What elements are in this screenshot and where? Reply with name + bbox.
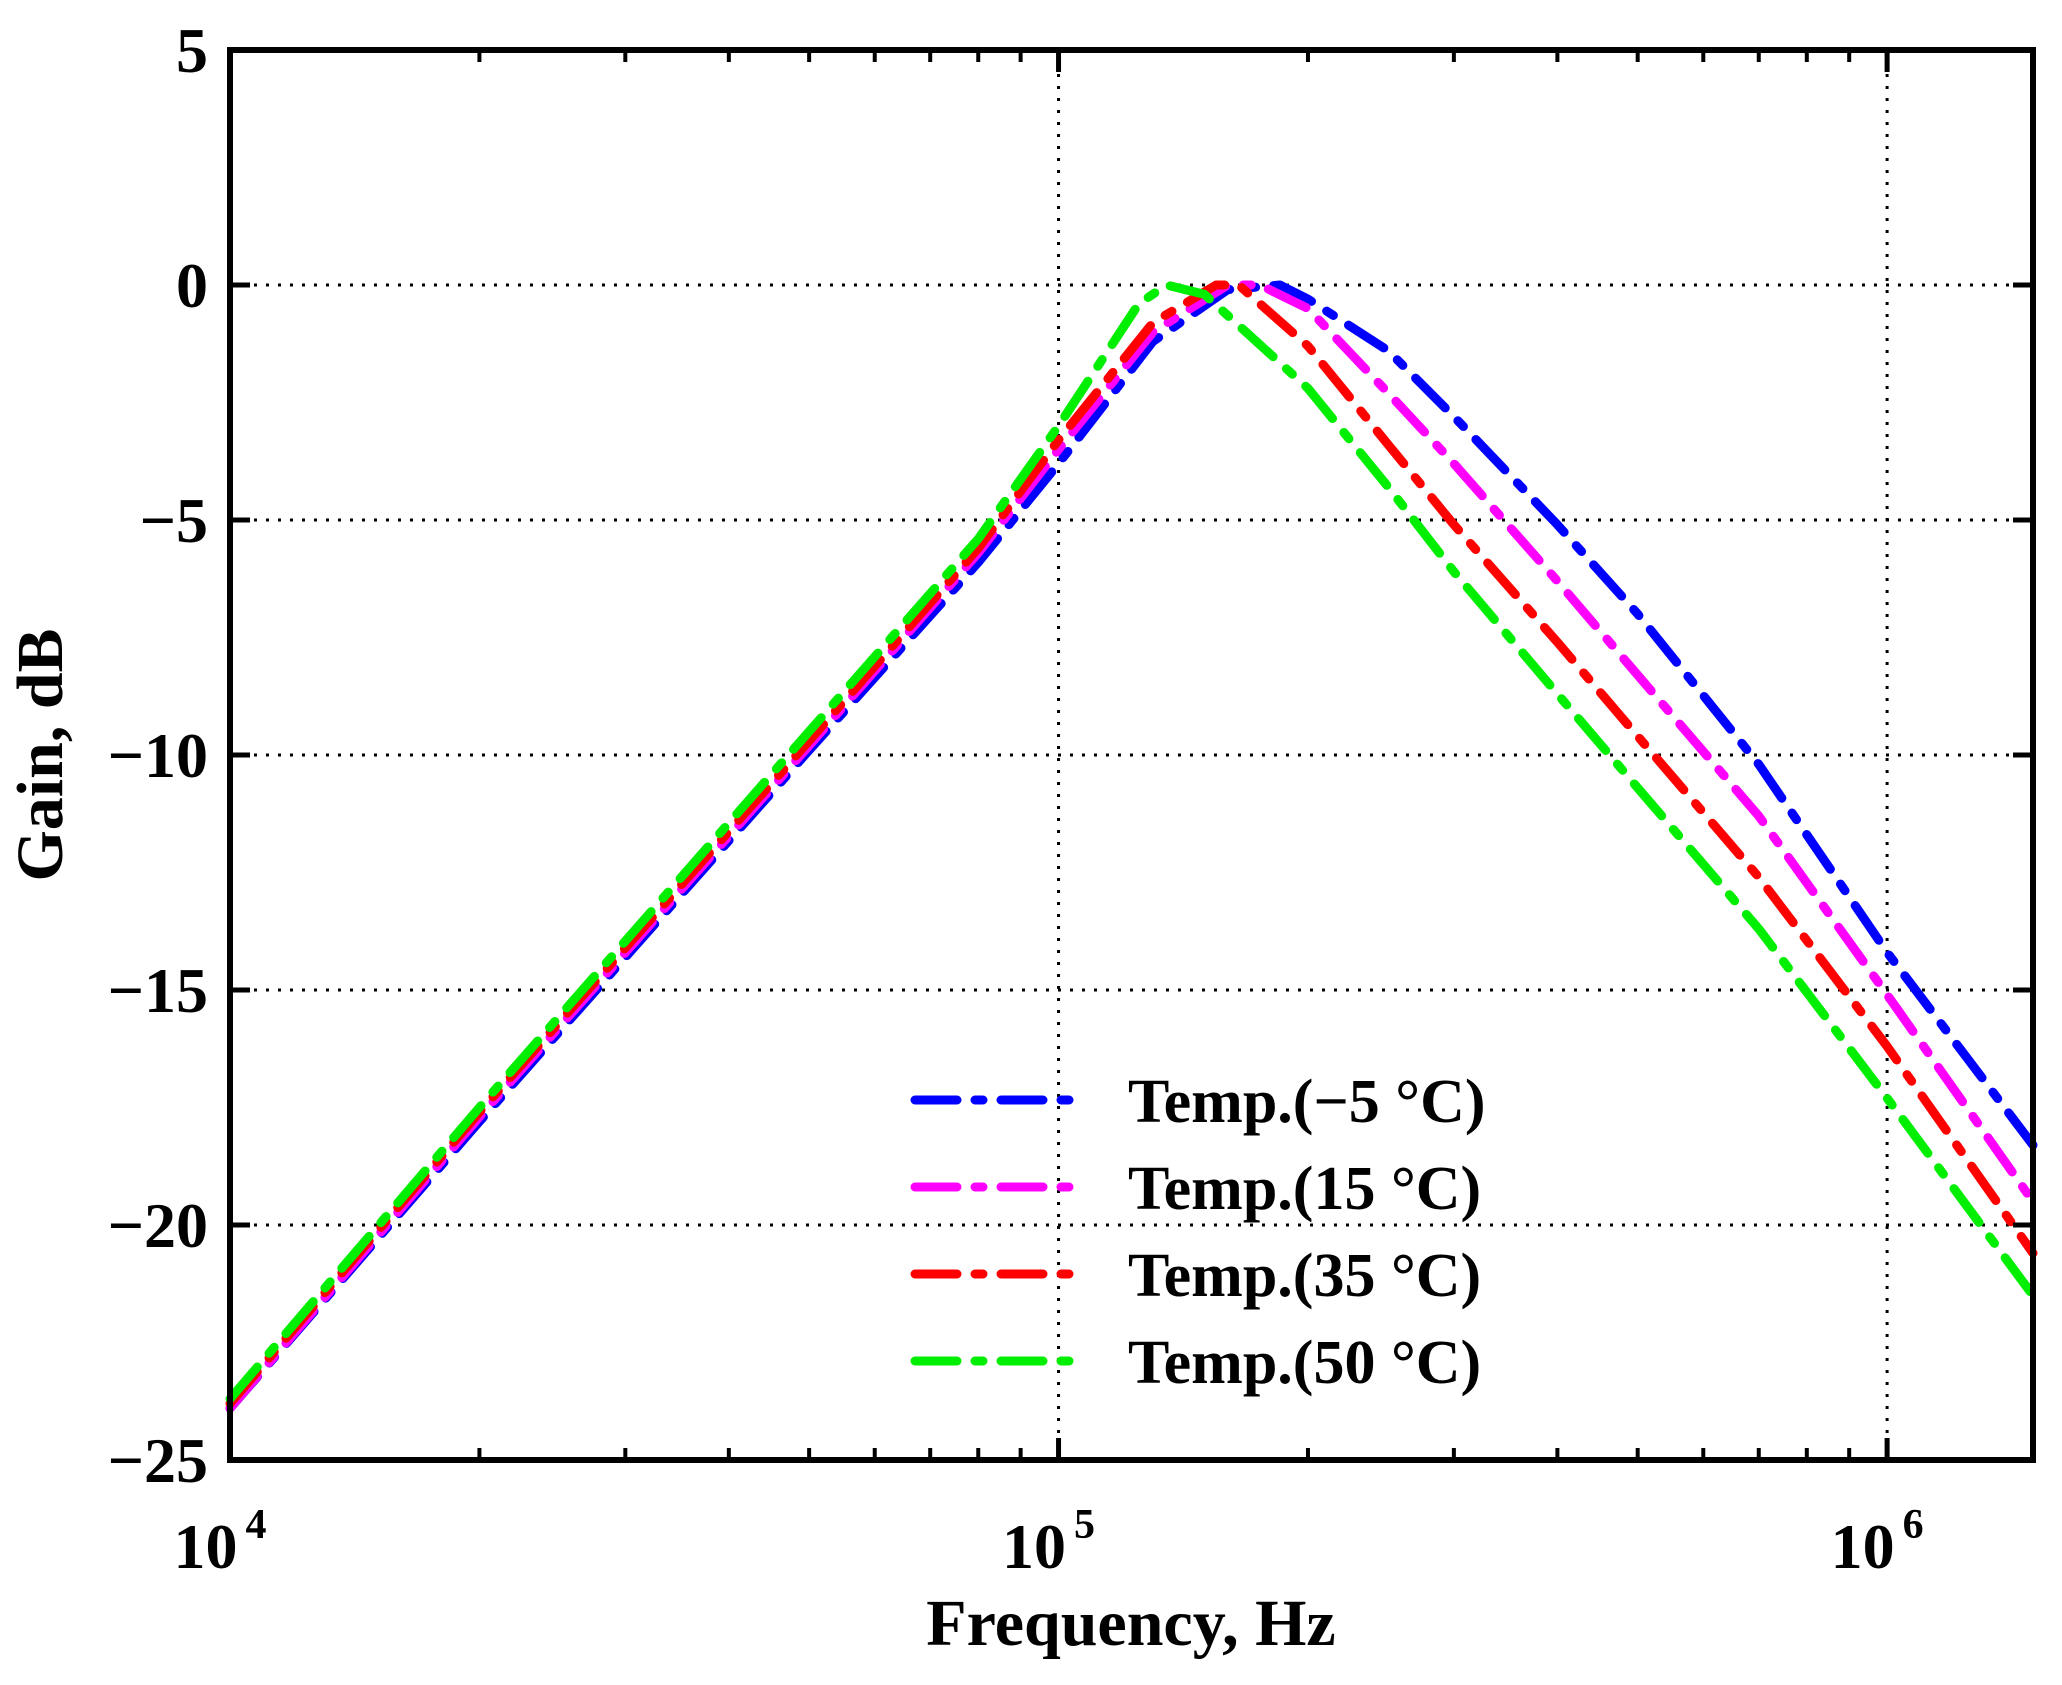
- legend: Temp.(−5 °C) Temp.(15 °C) Temp.(35 °C) Temp…: [910, 1068, 1486, 1397]
- x-tick-label: 10 5: [1002, 1502, 1095, 1582]
- y-axis-label: Gain, dB: [4, 628, 77, 881]
- x-tick-label: 10 6: [1831, 1502, 1924, 1582]
- y-tick-label: −15: [108, 955, 208, 1026]
- legend-label-3: Temp.(35 °C): [1128, 1242, 1481, 1310]
- grid-lines: [230, 50, 2033, 1460]
- series-lines: [225, 280, 2038, 1413]
- legend-label-4: Temp.(50 °C): [1128, 1329, 1481, 1397]
- y-tick-label: −20: [108, 1190, 208, 1261]
- y-tick-label: −5: [140, 485, 208, 556]
- y-tick-labels: 5 0 −5 −10 −15 −20 −25: [108, 15, 208, 1496]
- legend-label-2: Temp.(15 °C): [1128, 1155, 1481, 1223]
- x-tick-label: 10 4: [174, 1502, 267, 1582]
- y-tick-label: 5: [176, 15, 208, 86]
- y-tick-label: −10: [108, 720, 208, 791]
- series-line-4: [225, 280, 2038, 1404]
- legend-label-1: Temp.(−5 °C): [1128, 1068, 1486, 1136]
- y-tick-label: −25: [108, 1425, 208, 1496]
- x-axis-label: Frequency, Hz: [926, 1587, 1335, 1660]
- series-line-3: [225, 280, 2038, 1409]
- x-tick-labels: 10 4 10 5 10 6: [174, 1502, 1924, 1582]
- y-tick-label: 0: [176, 250, 208, 321]
- series-line-1: [225, 280, 2038, 1413]
- plot-frame: [227, 47, 2036, 1463]
